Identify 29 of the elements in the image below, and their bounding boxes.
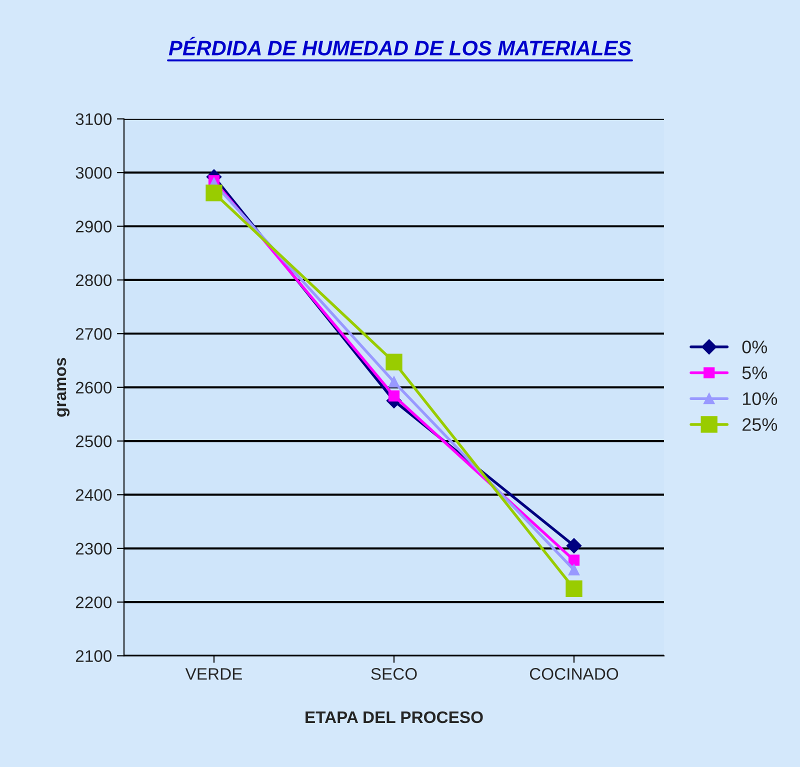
y-tick-label: 2400 bbox=[76, 489, 112, 501]
y-tick-label: 2100 bbox=[76, 650, 112, 662]
point bbox=[386, 354, 402, 370]
point bbox=[566, 580, 582, 598]
y-tick-label: 2700 bbox=[76, 328, 112, 340]
legend-label: 5% bbox=[742, 366, 768, 380]
y-tick-label: 3100 bbox=[76, 113, 112, 126]
point bbox=[388, 376, 400, 388]
point bbox=[206, 184, 222, 202]
y-axis-title: gramos bbox=[57, 358, 70, 417]
point bbox=[566, 538, 582, 554]
legend-label: 25% bbox=[742, 418, 778, 431]
point bbox=[568, 564, 580, 576]
legend-label: 10% bbox=[742, 392, 778, 406]
x-tick-label: SECO bbox=[371, 668, 417, 680]
y-tick-label: 2500 bbox=[76, 435, 112, 448]
x-tick-label: COCINADO bbox=[530, 668, 618, 680]
point bbox=[568, 554, 580, 566]
y-tick-label: 2600 bbox=[76, 382, 112, 394]
y-tick-label: 2800 bbox=[76, 274, 112, 286]
y-tick-label: 2900 bbox=[76, 220, 112, 232]
x-tick-label: VERDE bbox=[185, 668, 242, 680]
y-tick-label: 3000 bbox=[76, 166, 112, 179]
legend-label: 0% bbox=[742, 340, 768, 354]
x-axis-title: ETAPA DEL PROCESO bbox=[306, 711, 483, 724]
y-tick-label: 2300 bbox=[76, 542, 112, 555]
y-tick-label: 2200 bbox=[76, 596, 112, 608]
point bbox=[388, 390, 400, 402]
chart-title: PÉRDIDA DE HUMEDAD DE LOS MATERIALES bbox=[168, 36, 632, 56]
